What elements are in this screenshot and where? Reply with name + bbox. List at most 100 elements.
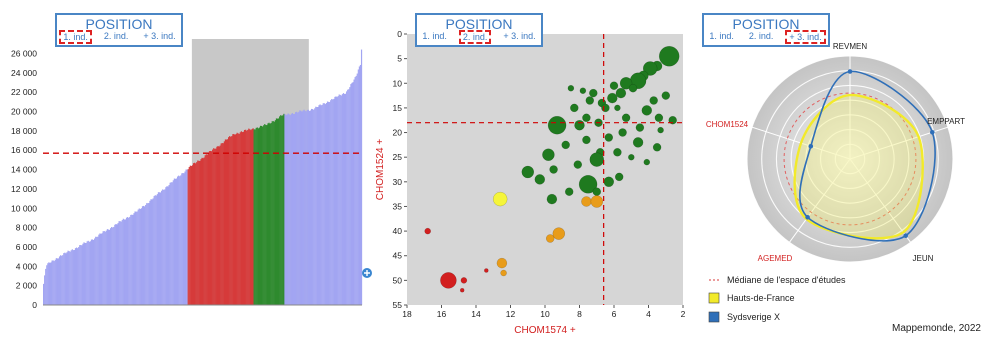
scatter-point xyxy=(615,87,627,99)
scatter-point xyxy=(649,96,658,105)
bar xyxy=(169,182,171,305)
bar xyxy=(310,108,313,305)
bar xyxy=(56,258,59,305)
position-option-1[interactable]: 1. ind. xyxy=(422,31,447,41)
bar xyxy=(293,113,296,305)
position-option-2[interactable]: 2. ind. xyxy=(458,30,492,44)
scatter-point xyxy=(521,165,535,179)
position-title: POSITION xyxy=(85,16,153,32)
bar xyxy=(314,108,316,305)
position-option-2[interactable]: 2. ind. xyxy=(748,31,774,41)
bar xyxy=(201,157,203,305)
radar-panel: REVMEN EMPPART JEUN AGEMED CHOM1524 Médiane d… xyxy=(695,0,987,340)
bar xyxy=(350,84,352,305)
bar xyxy=(188,167,190,305)
bar xyxy=(112,227,114,305)
bar xyxy=(254,129,256,305)
bar xyxy=(289,115,291,305)
y-tick-label: 24 000 xyxy=(11,68,37,78)
bar xyxy=(114,224,116,305)
bar xyxy=(333,98,335,305)
scatter-point xyxy=(642,61,658,76)
bar xyxy=(70,250,72,305)
bar xyxy=(332,99,334,305)
y-tick-label: 18 000 xyxy=(11,126,37,136)
bar xyxy=(79,245,81,305)
bar xyxy=(92,239,95,305)
position-option-3[interactable]: + 3. ind. xyxy=(785,30,826,44)
bar xyxy=(288,114,290,305)
bar xyxy=(107,229,110,305)
x-tick-label: 16 xyxy=(437,309,447,319)
bar xyxy=(137,209,139,305)
scatter-point xyxy=(440,272,457,289)
scatter-point xyxy=(654,113,664,123)
bar xyxy=(125,217,128,305)
radar-series-hauts-de-france xyxy=(793,93,924,240)
bar xyxy=(57,258,60,305)
bar xyxy=(349,87,351,305)
position-option-3[interactable]: + 3. ind. xyxy=(503,31,536,41)
bar xyxy=(156,194,158,305)
bar xyxy=(180,175,182,305)
bar xyxy=(146,203,148,305)
bar xyxy=(150,199,152,305)
y-tick-label: 30 xyxy=(393,177,403,187)
bar xyxy=(241,132,244,305)
bar xyxy=(269,123,271,306)
bar xyxy=(151,199,153,305)
bar xyxy=(197,160,199,305)
scatter-point xyxy=(589,88,598,98)
bar xyxy=(239,132,241,305)
bar xyxy=(248,128,250,305)
scatter-point xyxy=(614,172,624,182)
bar xyxy=(170,182,172,305)
bar xyxy=(212,149,214,305)
bar xyxy=(147,203,149,305)
bar xyxy=(44,275,46,305)
bar xyxy=(359,64,362,305)
bar xyxy=(326,101,329,305)
bar xyxy=(157,192,160,305)
scatter-chart: 18 16 14 12 10 8 6 4 20510152025303540455055CHOM… xyxy=(375,29,686,336)
bar xyxy=(303,109,305,305)
bar xyxy=(242,131,245,305)
bar xyxy=(353,79,355,305)
bar xyxy=(285,115,287,305)
bar xyxy=(259,125,262,305)
bar xyxy=(190,166,193,305)
bar xyxy=(342,93,345,305)
bar xyxy=(84,242,86,305)
bar xyxy=(313,109,315,306)
bar xyxy=(46,265,48,305)
position-option-3[interactable]: + 3. ind. xyxy=(143,31,176,41)
bar xyxy=(97,236,99,305)
bar xyxy=(249,129,251,305)
bar xyxy=(192,163,195,305)
bar xyxy=(327,101,330,306)
bar xyxy=(308,110,311,306)
bar xyxy=(62,255,64,305)
bar xyxy=(257,128,259,305)
scatter-point xyxy=(590,195,604,208)
bar xyxy=(253,129,255,305)
bar xyxy=(348,89,350,305)
y-tick-label: 10 000 xyxy=(11,203,37,213)
x-tick-label: 2 xyxy=(681,309,686,319)
position-option-2[interactable]: 2. ind. xyxy=(103,31,129,41)
position-option-1[interactable]: 1. ind. xyxy=(59,30,92,44)
bar xyxy=(128,217,130,305)
position-option-1[interactable]: 1. ind. xyxy=(709,31,734,41)
bar xyxy=(118,221,120,305)
bar xyxy=(335,96,337,306)
scatter-point xyxy=(657,126,664,134)
bar xyxy=(298,111,300,305)
bar xyxy=(121,219,123,305)
legend-label: Hauts-de-France xyxy=(727,293,795,303)
bar xyxy=(186,169,188,305)
bar xyxy=(317,107,319,305)
bar xyxy=(351,82,353,305)
scatter-point xyxy=(585,96,595,105)
bar xyxy=(323,103,325,305)
scatter-point xyxy=(561,140,570,150)
